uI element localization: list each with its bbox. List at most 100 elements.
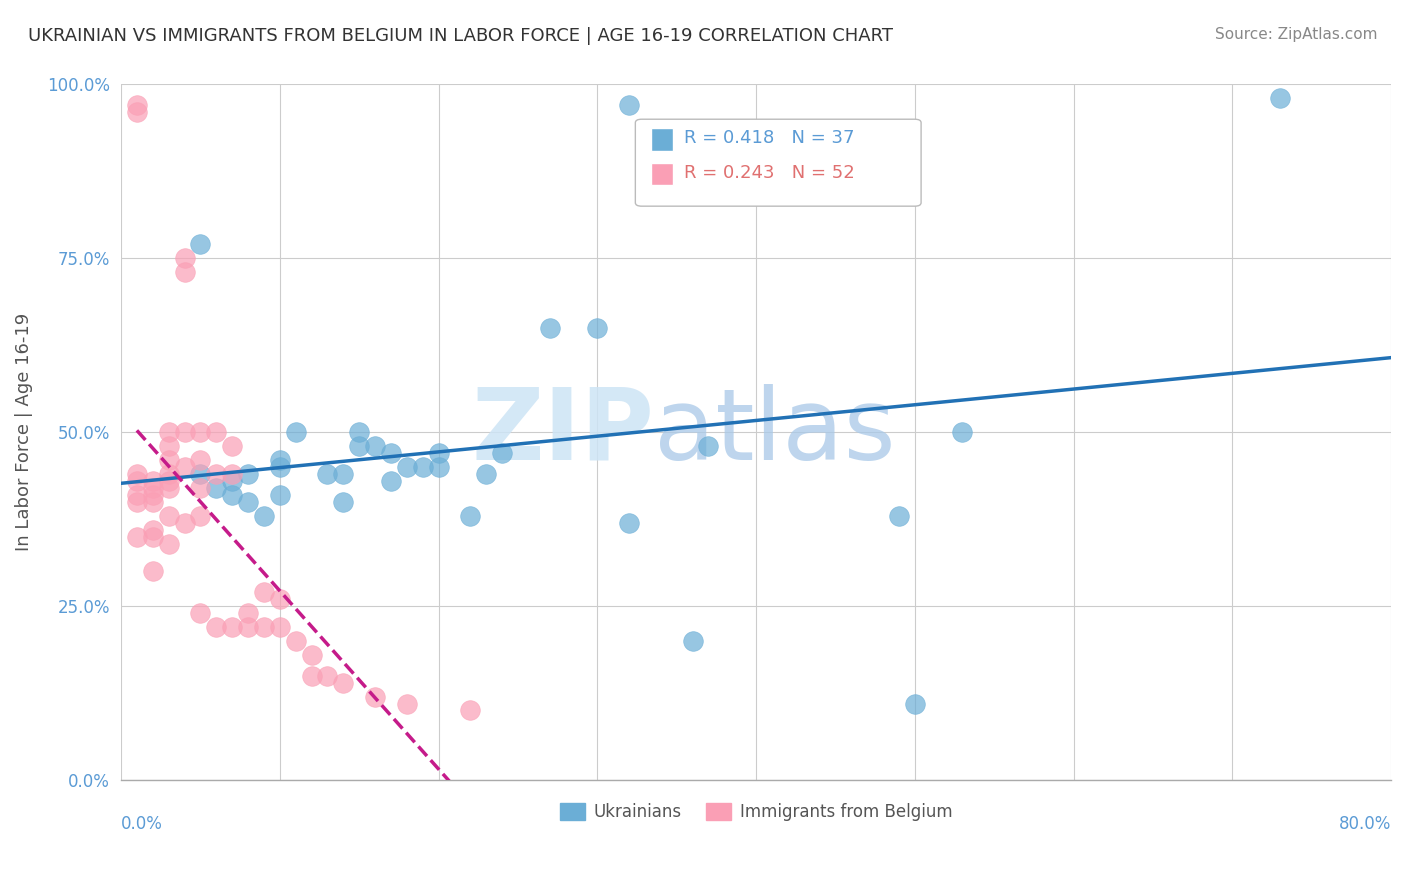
Point [125,467,148,481]
Point [253,620,276,634]
Point [157,474,180,488]
Point [125,98,148,112]
FancyBboxPatch shape [636,120,921,206]
Legend: Ukrainians, Immigrants from Belgium: Ukrainians, Immigrants from Belgium [553,796,959,828]
Point [887,508,910,523]
Point [332,467,354,481]
Point [458,704,481,718]
Point [125,488,148,502]
Point [190,467,212,481]
Point [142,530,165,544]
FancyBboxPatch shape [651,128,673,151]
Point [269,488,291,502]
Text: 0.0%: 0.0% [121,814,163,833]
Point [190,508,212,523]
Point [157,481,180,495]
Point [269,592,291,607]
Point [173,265,195,279]
Point [142,481,165,495]
Text: R = 0.418   N = 37: R = 0.418 N = 37 [683,129,853,147]
Point [190,481,212,495]
Text: 80.0%: 80.0% [1339,814,1391,833]
Point [221,488,243,502]
Text: atlas: atlas [654,384,896,481]
Point [190,606,212,620]
Point [316,669,339,683]
Point [269,453,291,467]
Point [205,467,228,481]
Point [125,495,148,509]
Point [284,634,307,648]
FancyBboxPatch shape [651,163,673,186]
Point [221,474,243,488]
Point [221,620,243,634]
Point [236,467,259,481]
Y-axis label: In Labor Force | Age 16-19: In Labor Force | Age 16-19 [15,313,32,551]
Point [697,439,720,453]
Point [412,460,434,475]
Point [347,439,370,453]
Point [617,98,640,112]
Point [427,460,450,475]
Point [173,252,195,266]
Point [284,425,307,440]
Point [458,508,481,523]
Point [269,460,291,475]
Point [253,508,276,523]
Point [491,446,513,460]
Point [190,453,212,467]
Point [142,523,165,537]
Point [221,439,243,453]
Point [904,697,927,711]
Point [395,697,418,711]
Point [157,467,180,481]
Point [142,474,165,488]
Point [125,530,148,544]
Point [157,453,180,467]
Point [253,585,276,599]
Point [157,508,180,523]
Point [380,474,402,488]
Point [173,516,195,530]
Point [332,495,354,509]
Point [190,237,212,252]
Point [236,495,259,509]
Point [395,460,418,475]
Point [142,565,165,579]
Point [142,488,165,502]
Point [142,495,165,509]
Point [586,321,609,335]
Point [269,620,291,634]
Point [205,425,228,440]
Point [157,536,180,550]
Point [236,606,259,620]
Point [682,634,704,648]
Point [173,460,195,475]
Point [157,425,180,440]
Point [380,446,402,460]
Point [301,648,323,662]
Point [475,467,498,481]
Text: Source: ZipAtlas.com: Source: ZipAtlas.com [1215,27,1378,42]
Text: R = 0.243   N = 52: R = 0.243 N = 52 [683,164,855,182]
Point [950,425,973,440]
Point [190,425,212,440]
Point [125,474,148,488]
Point [1268,91,1291,105]
Text: UKRAINIAN VS IMMIGRANTS FROM BELGIUM IN LABOR FORCE | AGE 16-19 CORRELATION CHAR: UKRAINIAN VS IMMIGRANTS FROM BELGIUM IN … [28,27,893,45]
Text: ZIP: ZIP [471,384,654,481]
Point [617,516,640,530]
Point [364,439,387,453]
Point [427,446,450,460]
Point [332,675,354,690]
Point [173,425,195,440]
Point [347,425,370,440]
Point [221,467,243,481]
Point [538,321,561,335]
Point [316,467,339,481]
Point [125,105,148,120]
Point [301,669,323,683]
Point [205,620,228,634]
Point [205,481,228,495]
Point [157,439,180,453]
